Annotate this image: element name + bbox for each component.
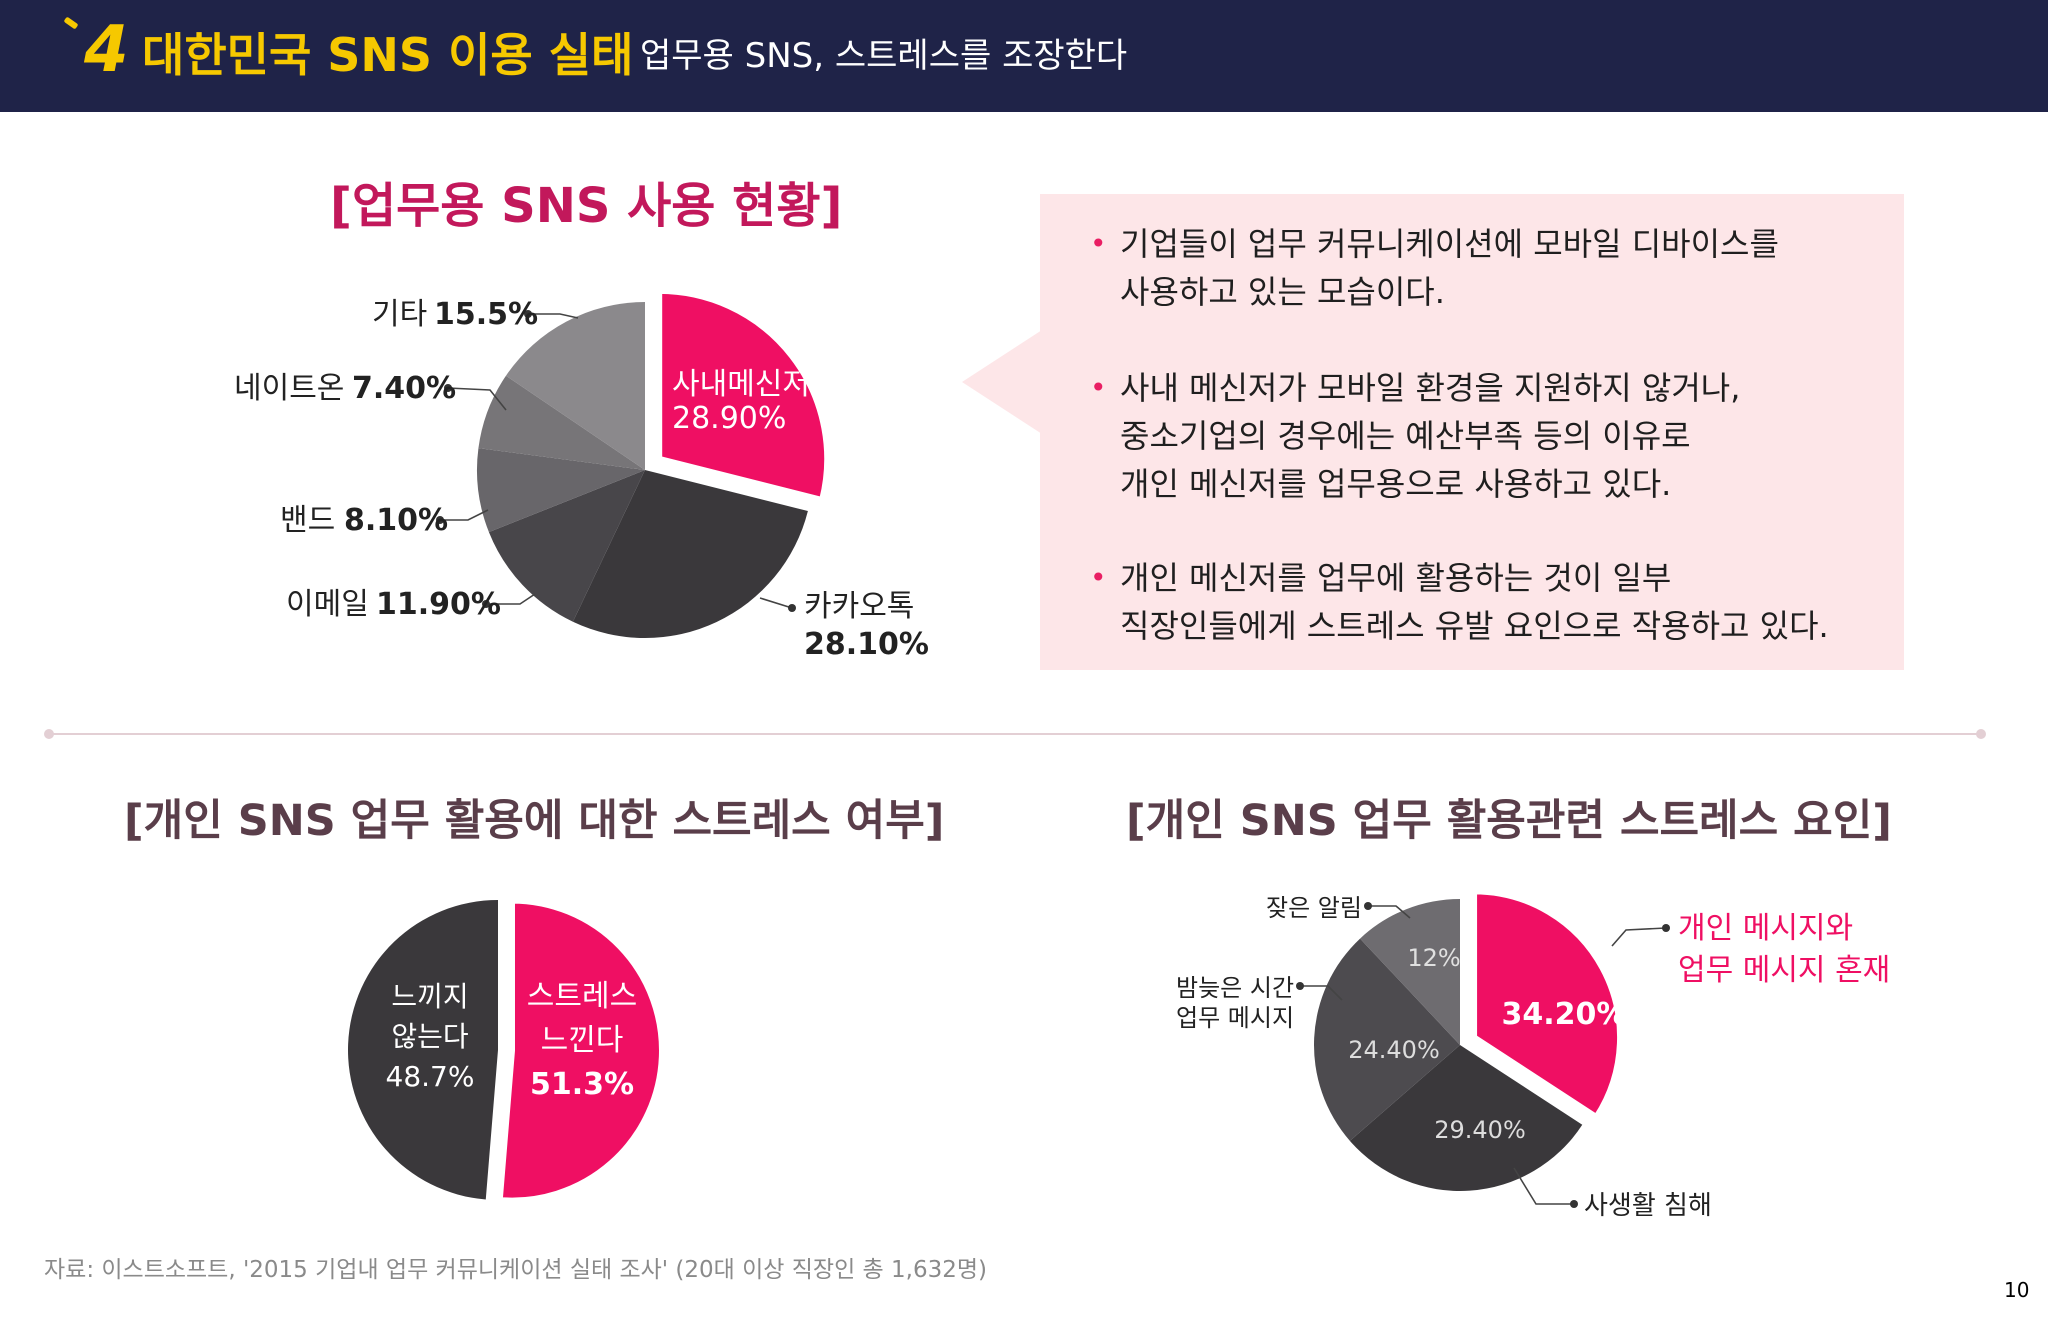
pie1-slice (572, 470, 808, 638)
pie1-slice (656, 287, 831, 504)
pie3-slice (1360, 899, 1460, 1045)
callout-pointer (962, 330, 1042, 434)
pie3-label-value: 29.40% (1434, 1116, 1526, 1144)
section-number: 4 (84, 13, 129, 87)
pie1-label-name: 카카오톡 (804, 589, 914, 624)
pie2-label-value: 48.7% (386, 1060, 475, 1093)
pie2-label-name: 느끼지 (391, 980, 468, 1013)
pie3-label-name: 사생활 침해 (1584, 1191, 1712, 1221)
bullet-line: 중소기업의 경우에는 예산부족 등의 이유로 (1120, 417, 1691, 455)
leader-dot (1296, 982, 1304, 990)
section-divider (48, 733, 1982, 735)
pie2-slice (496, 897, 665, 1204)
leader-dot (436, 516, 444, 524)
pie1-leader (440, 509, 489, 521)
bullet-line: 개인 메신저를 업무에 활용하는 것이 일부 (1120, 559, 1672, 597)
leader-dot (1364, 902, 1372, 910)
pie1-leader (528, 313, 579, 319)
pie1-label-name: 사내메신저 (672, 367, 810, 402)
pie1-label-value: 28.90% (672, 401, 786, 436)
page-number: 10 (2004, 1278, 2030, 1302)
pie1-label-name: 밴드 (280, 503, 335, 538)
pie3-slice (1313, 938, 1460, 1141)
section-title: 대한민국 SNS 이용 실태 (142, 28, 634, 82)
pie1-leader (486, 593, 536, 605)
pie3-leader (1513, 1167, 1574, 1205)
pie3-leader (1368, 905, 1411, 919)
pie1-label-name: 네이트온 (234, 371, 344, 406)
section-subtitle: 업무용 SNS, 스트레스를 조장한다 (640, 36, 1128, 76)
pie3-label-name: 업무 메시지 (1176, 1004, 1294, 1032)
pie2-label-name: 않는다 (391, 1020, 468, 1053)
pie3-label-value: 12% (1407, 944, 1460, 972)
pie3-slice (1471, 888, 1624, 1122)
pie2-label-name: 스트레스 (527, 979, 637, 1014)
pie1-leader (759, 597, 793, 609)
pie1-label-value: 11.90% (376, 587, 501, 622)
pie3-leader (1300, 985, 1343, 1001)
pie3-label-value: 24.40% (1348, 1036, 1440, 1064)
header-bar: 4 대한민국 SNS 이용 실태 업무용 SNS, 스트레스를 조장한다 (0, 0, 2048, 112)
leader-dot (524, 310, 532, 318)
pie3-label-name: 업무 메시지 혼재 (1678, 953, 1890, 988)
bullet-dot-icon: • (1090, 561, 1107, 594)
leader-dot (444, 384, 452, 392)
pie3-label-name: 개인 메시지와 (1678, 911, 1853, 946)
source-note: 자료: 이스트소프트, '2015 기업내 업무 커뮤니케이션 실태 조사' (… (44, 1257, 987, 1283)
bullet-dot-icon: • (1090, 371, 1107, 404)
pie1-label-value: 7.40% (352, 371, 456, 406)
bullet-line: 사용하고 있는 모습이다. (1120, 273, 1445, 311)
chart2-title: [개인 SNS 업무 활용에 대한 스트레스 여부] (124, 796, 945, 846)
pie1-slice (488, 470, 645, 622)
bullet-dot-icon: • (1090, 227, 1107, 260)
pie3-slice (1349, 1045, 1583, 1191)
pie2-slice (347, 900, 498, 1200)
callout-box (1040, 194, 1904, 670)
pie1-slice (478, 375, 645, 470)
pie1-label-value: 28.10% (804, 627, 929, 662)
divider-end-dot (1976, 729, 1986, 739)
divider-end-dot (44, 729, 54, 739)
pie1-label-name: 기타 (372, 297, 427, 332)
bullet-line: 기업들이 업무 커뮤니케이션에 모바일 디바이스를 (1120, 225, 1779, 263)
pie1-label-name: 이메일 (286, 587, 369, 622)
pie3-label-name: 잦은 알림 (1266, 894, 1362, 922)
pie1-slice (505, 302, 645, 470)
pie3-leader (1611, 927, 1667, 947)
leader-dot (1662, 924, 1670, 932)
pie1-leader (447, 387, 507, 411)
pie1-label-value: 15.5% (434, 297, 538, 332)
pie1-slice (477, 448, 645, 533)
pie2-label-value: 51.3% (530, 1067, 634, 1102)
leader-dot (482, 600, 490, 608)
pie1-label-value: 8.10% (344, 503, 448, 538)
leader-dot (788, 604, 796, 612)
pie3-label-value: 34.20% (1502, 997, 1627, 1032)
bullet-line: 개인 메신저를 업무용으로 사용하고 있다. (1120, 465, 1672, 503)
bullet-line: 직장인들에게 스트레스 유발 요인으로 작용하고 있다. (1120, 607, 1829, 645)
pie2-label-name: 느낀다 (541, 1023, 624, 1058)
pie3-label-name: 밤늦은 시간 (1176, 974, 1294, 1002)
bullet-line: 사내 메신저가 모바일 환경을 지원하지 않거나, (1120, 369, 1741, 407)
chart3-title: [개인 SNS 업무 활용관련 스트레스 요인] (1126, 796, 1892, 846)
chart1-title: [업무용 SNS 사용 현황] (330, 178, 843, 234)
leader-dot (1570, 1200, 1578, 1208)
